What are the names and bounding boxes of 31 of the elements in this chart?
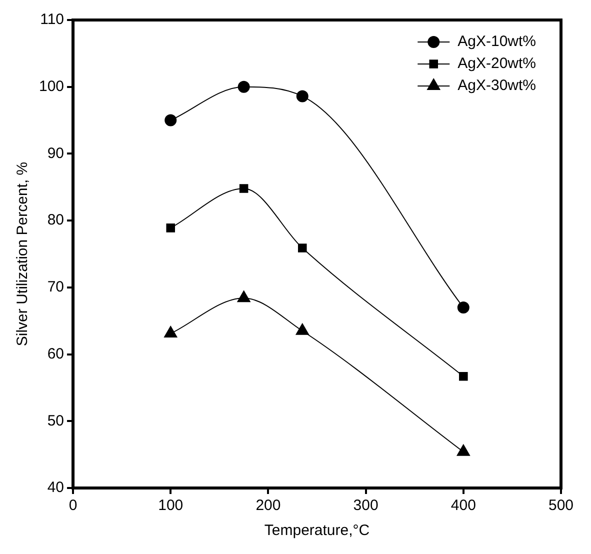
point xyxy=(166,224,176,232)
x-tick-label: 300 xyxy=(353,497,378,514)
x-tick-label: 400 xyxy=(450,497,476,514)
point xyxy=(457,301,470,314)
point xyxy=(238,80,250,93)
x-tick-label: 500 xyxy=(548,497,574,514)
x-axis-title: Temperature,°C xyxy=(264,522,370,540)
y-tick-label: 80 xyxy=(47,212,64,229)
legend-label: AgX-10wt% xyxy=(458,33,536,50)
point xyxy=(456,444,470,456)
legend-label: AgX-20wt% xyxy=(458,55,536,72)
x-tick-label: 0 xyxy=(68,497,78,514)
point xyxy=(164,114,177,126)
y-tick-label: 70 xyxy=(47,278,64,296)
point xyxy=(237,290,250,302)
y-tick-label: 60 xyxy=(47,345,64,362)
legend-label: AgX-30wt% xyxy=(458,77,536,94)
y-tick-label: 90 xyxy=(47,144,64,162)
point xyxy=(239,184,248,193)
point xyxy=(296,90,308,102)
y-tick-label: 100 xyxy=(38,78,64,95)
y-tick-label: 110 xyxy=(40,11,64,28)
point xyxy=(459,372,468,381)
point xyxy=(164,326,178,338)
y-axis-title: Silver Utilization Percent, % xyxy=(14,162,32,346)
x-tick-label: 200 xyxy=(256,497,281,514)
point xyxy=(296,323,309,335)
point xyxy=(298,244,307,252)
y-tick-label: 50 xyxy=(47,412,64,430)
y-tick-label: 40 xyxy=(47,479,64,496)
x-tick-label: 100 xyxy=(158,497,184,514)
